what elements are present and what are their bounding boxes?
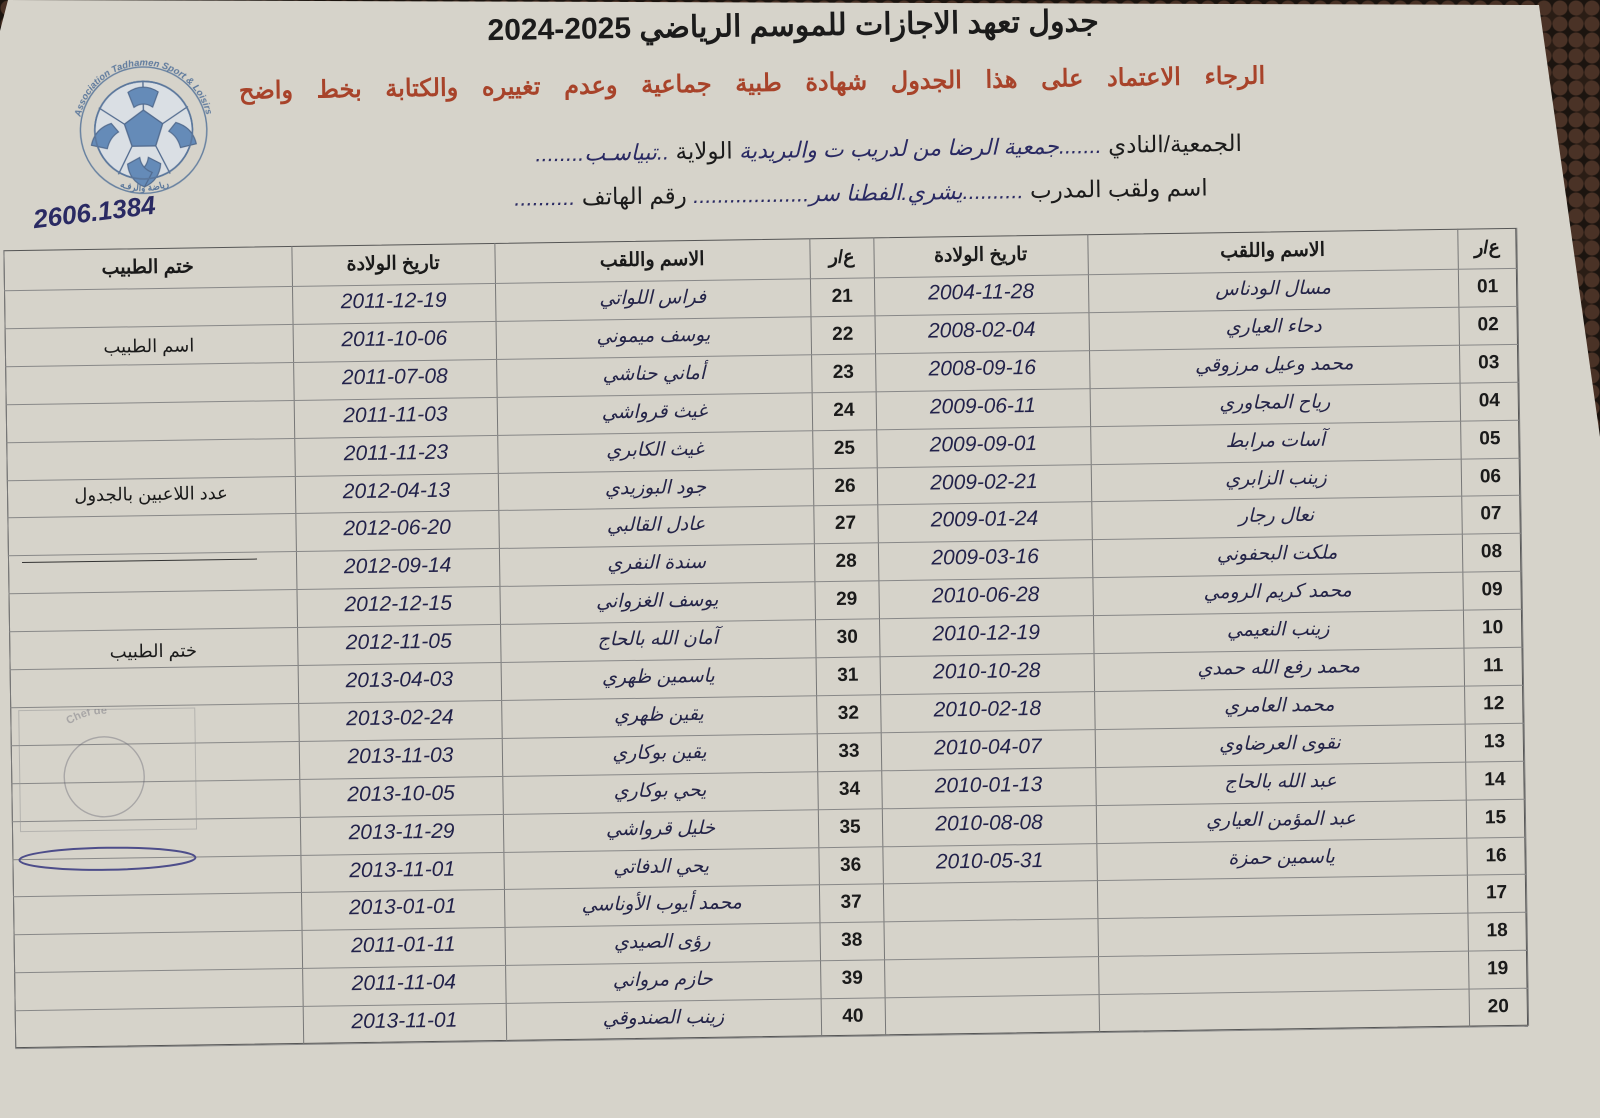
- svg-text:Chef de: Chef de: [63, 708, 110, 728]
